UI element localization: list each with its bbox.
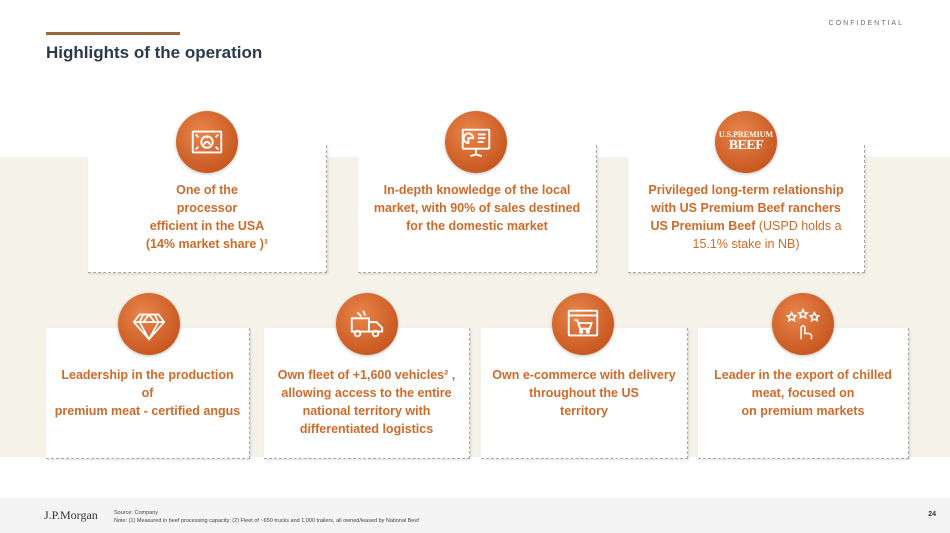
card-text-line: US Premium Beef (USPD holds a <box>628 217 864 235</box>
money-icon <box>176 111 238 173</box>
card-text-line: territory <box>560 404 608 418</box>
card-text-line: Own e-commerce with delivery <box>492 368 676 382</box>
card-text-line: meat, focused on <box>751 386 855 400</box>
card-chilled-meat-export: Leader in the export of chilled meat, fo… <box>698 328 909 459</box>
confidential-label: CONFIDENTIAL <box>828 20 904 27</box>
card-text-line: (14% market share )¹ <box>145 237 269 251</box>
shopping-cart-icon <box>552 293 614 355</box>
card-text-line: national territory with <box>302 404 431 418</box>
card-text-line: for the domestic market <box>406 219 548 233</box>
note-text: Note: (1) Measured in beef processing ca… <box>114 518 419 524</box>
card-text-line: Leader in the export of chilled <box>714 368 892 382</box>
card-vehicle-fleet: Own fleet of +1,600 vehicles² , allowing… <box>264 328 470 459</box>
jpmorgan-logo: J.P.Morgan <box>44 508 98 522</box>
logo-text-bottom: BEEF <box>728 138 764 153</box>
truck-icon <box>336 293 398 355</box>
diamond-icon <box>118 293 180 355</box>
card-text-line: 15.1% stake in NB) <box>692 237 800 251</box>
card-text-line: premium meat - certified angus <box>54 404 241 418</box>
title-accent-line <box>46 32 180 35</box>
footer-bar <box>0 498 950 533</box>
card-text-line: processor <box>176 201 238 215</box>
logo-text-top: U.S.PREMIUM <box>718 130 774 139</box>
card-text-line: One of the <box>176 183 238 197</box>
card-text-line: throughout the US <box>529 386 639 400</box>
card-text-bold: US Premium Beef <box>650 219 756 233</box>
card-text-line: Privileged long-term relationship <box>648 183 844 197</box>
card-ecommerce: Own e-commerce with delivery throughout … <box>481 328 688 459</box>
card-text-line: Leadership in the production <box>61 368 234 382</box>
card-text-line: differentiated logistics <box>299 422 434 436</box>
card-text-line: on premium markets <box>741 404 865 418</box>
us-premium-beef-logo: U.S.PREMIUM BEEF <box>715 111 777 173</box>
card-text-line: Own fleet of +1,600 vehicles² , <box>277 368 456 382</box>
card-text-line: market, with 90% of sales destined <box>373 201 581 215</box>
card-text-line: In-depth knowledge of the local <box>383 183 571 197</box>
card-text-line: with US Premium Beef ranchers <box>651 201 841 215</box>
page-number: 24 <box>928 511 936 518</box>
card-text-line: efficient in the USA <box>149 219 265 233</box>
card-text-line: of <box>141 386 154 400</box>
stars-hand-icon <box>772 293 834 355</box>
footnotes: Source: Company Note: (1) Measured in be… <box>114 509 419 525</box>
source-text: Source: Company <box>114 510 159 516</box>
presentation-chart-icon <box>445 111 507 173</box>
card-text-normal: (USPD holds a <box>755 219 842 233</box>
page-title: Highlights of the operation <box>46 43 263 62</box>
card-premium-meat-leadership: Leadership in the production of premium … <box>46 328 250 459</box>
card-text-line: allowing access to the entire <box>281 386 452 400</box>
